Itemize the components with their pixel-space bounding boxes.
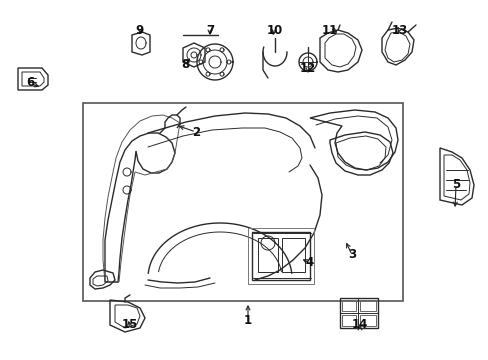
Text: 15: 15 bbox=[122, 319, 138, 332]
Text: 5: 5 bbox=[451, 179, 459, 192]
Text: 14: 14 bbox=[351, 319, 367, 332]
Text: 2: 2 bbox=[192, 126, 200, 139]
Text: 4: 4 bbox=[305, 256, 313, 270]
Text: 7: 7 bbox=[205, 23, 214, 36]
Text: 10: 10 bbox=[266, 23, 283, 36]
Text: 9: 9 bbox=[136, 23, 144, 36]
Text: 13: 13 bbox=[391, 23, 407, 36]
Text: 8: 8 bbox=[181, 58, 189, 72]
Text: 11: 11 bbox=[321, 23, 337, 36]
Text: 1: 1 bbox=[244, 314, 251, 327]
Text: 6: 6 bbox=[26, 77, 34, 90]
Text: 12: 12 bbox=[299, 62, 315, 75]
Text: 3: 3 bbox=[347, 248, 355, 261]
